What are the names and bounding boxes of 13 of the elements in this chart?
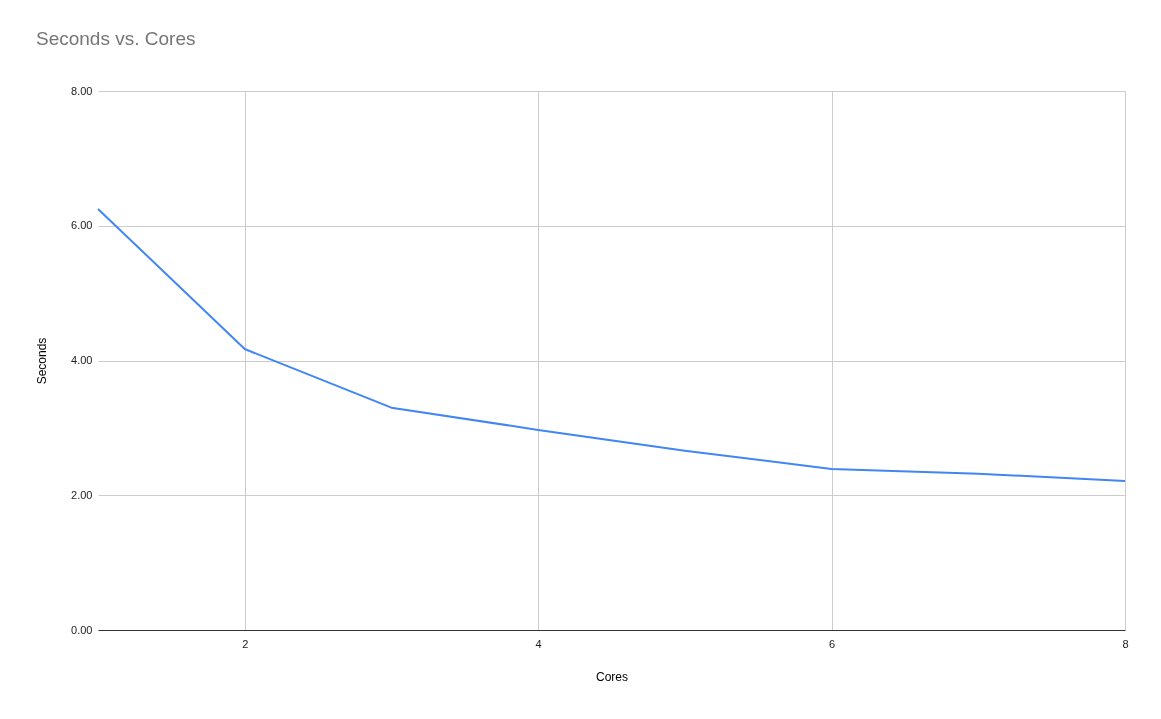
y-tick-label: 6.00 <box>71 219 93 232</box>
y-tick-label: 8.00 <box>71 84 93 97</box>
x-axis-title: Cores <box>595 669 629 684</box>
x-tick-label: 6 <box>829 637 836 650</box>
x-tick-label: 4 <box>535 637 542 650</box>
y-axis-title: Seconds <box>35 337 50 385</box>
x-tick-label: 8 <box>1122 637 1129 650</box>
y-tick-label: 0.00 <box>71 623 93 636</box>
line-series <box>97 207 1126 483</box>
chart-title: Seconds vs. Cores <box>36 28 196 49</box>
x-tick-label: 2 <box>242 637 249 650</box>
y-tick-label: 4.00 <box>71 354 93 366</box>
y-tick-label: 2.00 <box>71 488 93 501</box>
